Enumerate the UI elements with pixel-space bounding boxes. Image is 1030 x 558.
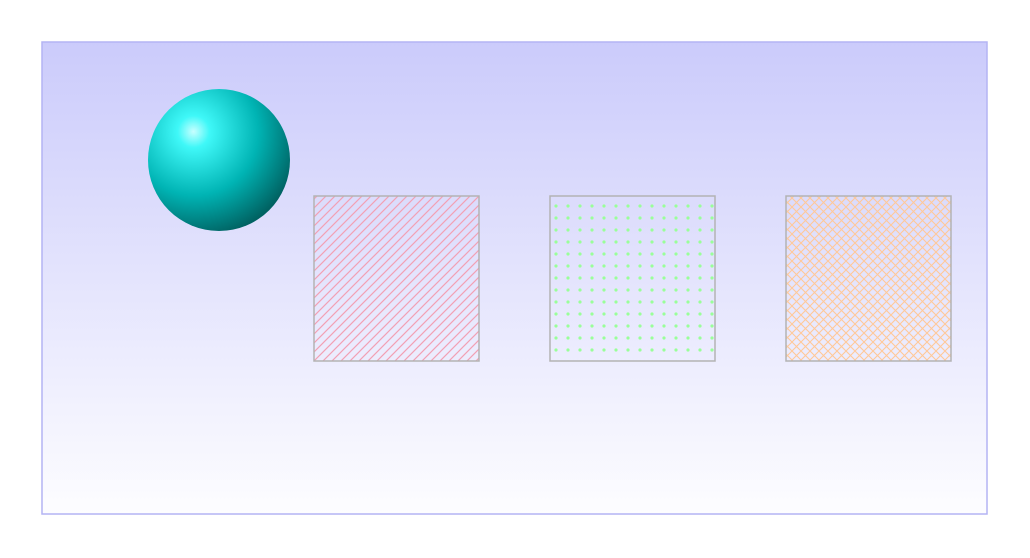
dotted-square [549,195,716,362]
hatched-square [313,195,480,362]
sphere [148,89,290,231]
crosshatched-square [785,195,952,362]
